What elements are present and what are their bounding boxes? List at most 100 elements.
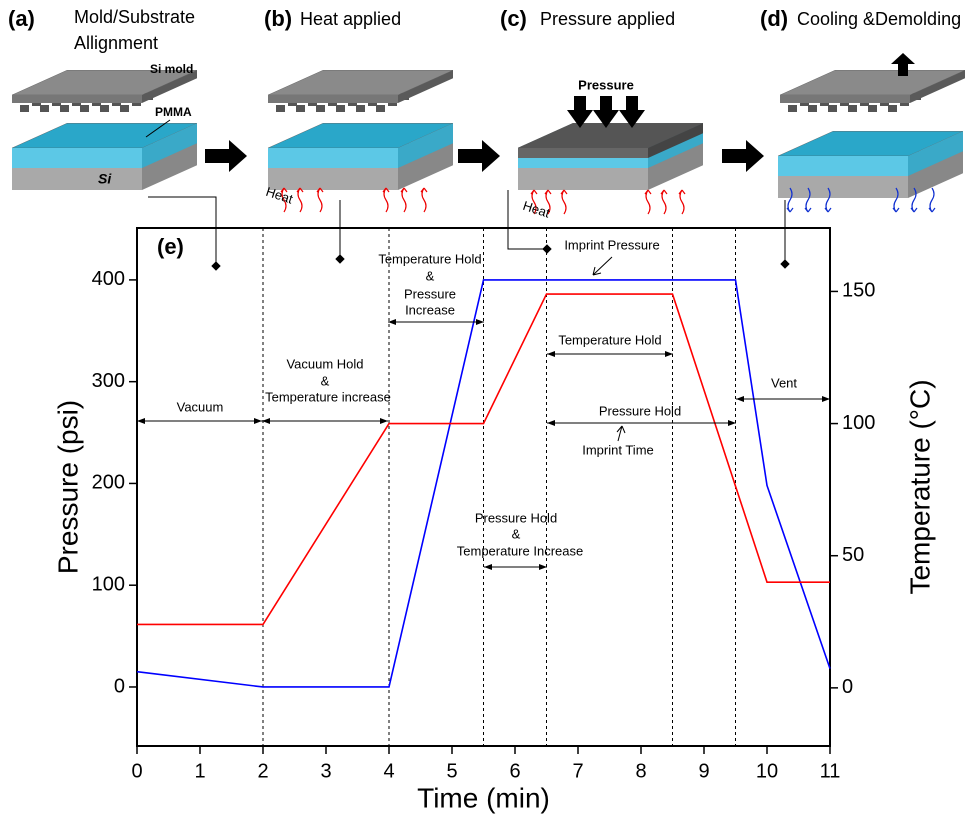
slab-top bbox=[779, 70, 966, 96]
annotation: Increase bbox=[405, 302, 455, 317]
x-tick-label: 4 bbox=[383, 760, 394, 782]
x-tick-label: 7 bbox=[572, 760, 583, 782]
flow-arrow bbox=[910, 187, 918, 213]
panel-title: Cooling &Demolding bbox=[797, 9, 961, 29]
y-tick-label: 400 bbox=[92, 268, 125, 290]
mold-pillar bbox=[296, 105, 305, 112]
x-tick-label: 11 bbox=[820, 760, 841, 782]
slab-front bbox=[12, 168, 142, 190]
slab-side bbox=[398, 123, 453, 168]
slab-front bbox=[778, 156, 908, 176]
y2-axis-title: Temperature (°C) bbox=[904, 379, 935, 594]
mold-pillar bbox=[808, 105, 817, 112]
y-tick-label: 0 bbox=[114, 675, 125, 697]
mold-pillar bbox=[60, 105, 69, 112]
flow-arrow bbox=[382, 187, 390, 213]
panel-label: (b) bbox=[264, 6, 292, 31]
flow-arrow bbox=[316, 187, 324, 213]
flow-arrow bbox=[804, 187, 812, 213]
process-arrow bbox=[722, 140, 764, 172]
annotation: Temperature Hold bbox=[378, 251, 481, 266]
x-tick-label: 5 bbox=[446, 760, 457, 782]
flow-arrow bbox=[280, 187, 288, 213]
mold-pillar bbox=[316, 105, 325, 112]
annotation: Pressure bbox=[404, 286, 456, 301]
slab-front bbox=[12, 95, 142, 103]
slab-front bbox=[12, 148, 142, 168]
slab-side bbox=[142, 143, 197, 190]
annotation: Temperature increase bbox=[265, 389, 391, 404]
slab-front bbox=[778, 176, 908, 198]
series-line bbox=[137, 293, 830, 626]
annotation: Vent bbox=[771, 375, 797, 390]
illustration-label: Si mold bbox=[150, 62, 193, 76]
mold-pillar bbox=[276, 105, 285, 112]
panel-title: Pressure applied bbox=[540, 9, 675, 29]
y2-tick-label: 100 bbox=[842, 412, 875, 434]
slab-front bbox=[518, 168, 648, 190]
slab-side bbox=[648, 123, 703, 158]
y-axis-title: Pressure (psi) bbox=[52, 400, 83, 574]
slab-side bbox=[142, 123, 197, 168]
illustration-label: Pressure bbox=[578, 77, 634, 92]
y2-tick-label: 150 bbox=[842, 280, 875, 302]
annotation: Pressure Hold bbox=[475, 510, 557, 525]
pressure-arrow bbox=[567, 96, 593, 128]
process-illustrations bbox=[11, 53, 966, 215]
annotation: & bbox=[426, 268, 435, 283]
mold-pillar bbox=[80, 105, 89, 112]
slab-side bbox=[910, 70, 965, 103]
annotation: Imprint Pressure bbox=[564, 237, 659, 252]
slab-front bbox=[268, 95, 398, 103]
x-tick-label: 1 bbox=[194, 760, 205, 782]
mold-pillar bbox=[868, 105, 877, 112]
annotation: Pressure Hold bbox=[599, 403, 681, 418]
slab-side bbox=[908, 131, 963, 176]
mold-pillar bbox=[376, 105, 385, 112]
slab-side bbox=[142, 70, 197, 103]
x-tick-label: 2 bbox=[257, 760, 268, 782]
mold-pillar bbox=[888, 105, 897, 112]
annotation: Temperature Increase bbox=[457, 543, 583, 558]
flow-arrow bbox=[824, 187, 832, 213]
pointer bbox=[145, 119, 171, 138]
illustration-label: PMMA bbox=[155, 105, 192, 119]
x-axis-title: Time (min) bbox=[417, 782, 550, 813]
pressure-arrow bbox=[593, 96, 619, 128]
flow-arrow bbox=[928, 187, 936, 213]
flow-arrow bbox=[420, 187, 428, 213]
slab-front bbox=[518, 148, 648, 158]
mold-pillar bbox=[120, 105, 129, 112]
flow-arrow bbox=[678, 189, 686, 215]
slab-front bbox=[268, 168, 398, 190]
connectors bbox=[148, 190, 790, 271]
mold-pillar bbox=[40, 105, 49, 112]
flow-arrow bbox=[560, 189, 568, 215]
slab-side bbox=[398, 70, 453, 103]
flow-arrow bbox=[660, 189, 668, 215]
annotation: & bbox=[512, 526, 521, 541]
panel-label: (d) bbox=[760, 6, 788, 31]
mold-pillar bbox=[828, 105, 837, 112]
flow-arrow bbox=[530, 189, 538, 215]
y-tick-label: 100 bbox=[92, 573, 125, 595]
x-tick-label: 3 bbox=[320, 760, 331, 782]
annotation: Vacuum Hold bbox=[286, 356, 363, 371]
flow-arrow bbox=[786, 187, 794, 213]
y2-tick-label: 50 bbox=[842, 544, 864, 566]
slab-side bbox=[908, 151, 963, 198]
flow-arrow bbox=[296, 187, 304, 213]
plot: 0 1 2 3 4 5 6 7 8 9 10 11 0 100 200 300 400 0 50 100 150 Time… bbox=[52, 227, 935, 813]
slab-front bbox=[268, 148, 398, 168]
pointer bbox=[592, 256, 613, 276]
process-arrow bbox=[205, 140, 247, 172]
x-tick-label: 6 bbox=[509, 760, 520, 782]
mold-pillar bbox=[788, 105, 797, 112]
panel-label: (e) bbox=[157, 234, 184, 259]
panel-label: (c) bbox=[500, 6, 527, 31]
annotation: Temperature Hold bbox=[558, 332, 661, 347]
slab-top bbox=[267, 70, 454, 96]
annotation: & bbox=[321, 373, 330, 388]
mold-pillar bbox=[848, 105, 857, 112]
